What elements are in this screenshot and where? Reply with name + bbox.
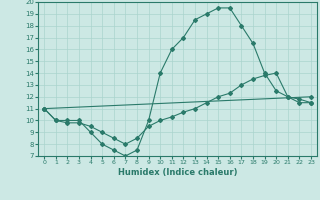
X-axis label: Humidex (Indice chaleur): Humidex (Indice chaleur) — [118, 168, 237, 177]
